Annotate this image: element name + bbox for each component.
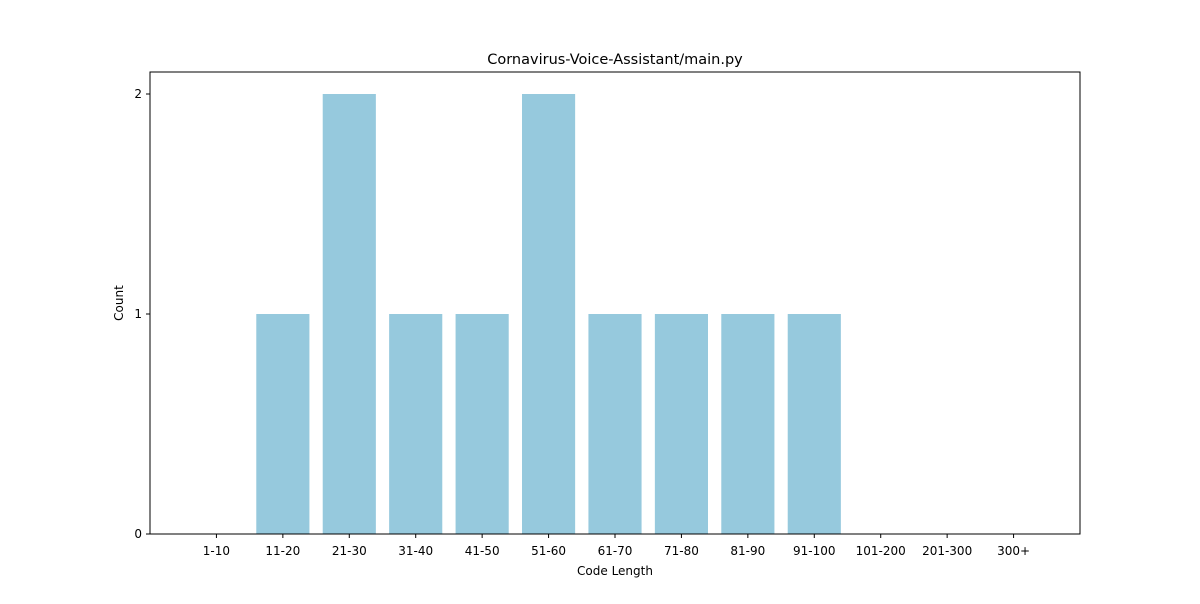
x-tick-label: 21-30 (332, 544, 367, 558)
bar-51-60 (522, 94, 576, 534)
y-tick-label: 0 (134, 527, 142, 541)
bar-71-80 (654, 314, 708, 534)
y-tick-label: 1 (134, 307, 142, 321)
bar-31-40 (389, 314, 443, 534)
x-tick-label: 1-10 (203, 544, 230, 558)
x-tick-label: 81-90 (730, 544, 765, 558)
x-tick-label: 51-60 (531, 544, 566, 558)
x-tick-label: 101-200 (856, 544, 906, 558)
y-tick-label: 2 (134, 87, 142, 101)
y-axis-label: Count (112, 285, 126, 321)
x-tick-label: 61-70 (598, 544, 633, 558)
bar-41-50 (455, 314, 509, 534)
x-axis-label: Code Length (577, 564, 653, 578)
x-axis-ticks: 1-10 11-20 21-30 31-40 41-50 51-60 61-70 71-80 8… (203, 534, 1030, 558)
bar-91-100 (787, 314, 841, 534)
x-tick-label: 201-300 (922, 544, 972, 558)
y-axis-ticks: 0 1 2 (134, 87, 150, 541)
x-tick-label: 300+ (997, 544, 1030, 558)
bars-group (256, 94, 841, 534)
chart-title: Cornavirus-Voice-Assistant/main.py (487, 52, 743, 68)
x-tick-label: 41-50 (465, 544, 500, 558)
x-tick-label: 71-80 (664, 544, 699, 558)
bar-11-20 (256, 314, 310, 534)
bar-81-90 (721, 314, 775, 534)
x-tick-label: 11-20 (265, 544, 300, 558)
x-tick-label: 31-40 (398, 544, 433, 558)
bar-61-70 (588, 314, 642, 534)
x-tick-label: 91-100 (793, 544, 836, 558)
bar-21-30 (322, 94, 376, 534)
